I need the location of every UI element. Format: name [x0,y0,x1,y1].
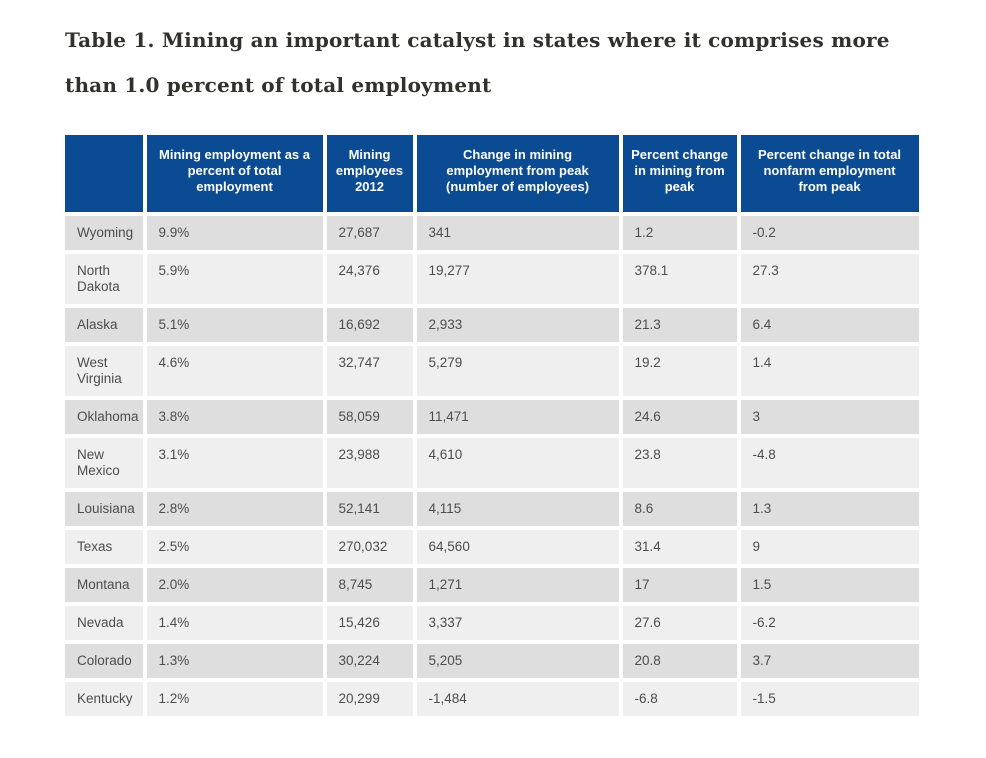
header-cell: Mining employees 2012 [326,135,413,212]
value-cell: 5,205 [416,644,619,678]
table-row: North Dakota 5.9% 24,376 19,277 378.1 27.3 [65,254,919,304]
value-cell: 8,745 [326,568,413,602]
page-title: Table 1. Mining an important catalyst in… [65,28,890,97]
table-row: Louisiana 2.8% 52,141 4,115 8.6 1.3 [65,492,919,526]
value-cell: 58,059 [326,400,413,434]
value-cell: 3.8% [146,400,323,434]
value-cell: 2.0% [146,568,323,602]
value-cell: 1.2% [146,682,323,716]
value-cell: -1,484 [416,682,619,716]
table-header: Mining employment as a percent of total … [65,135,919,212]
state-cell: Texas [65,530,143,564]
value-cell: 4.6% [146,346,323,396]
value-cell: 64,560 [416,530,619,564]
value-cell: 27,687 [326,216,413,250]
value-cell: 1.4 [740,346,919,396]
header-cell: Percent change in mining from peak [622,135,737,212]
value-cell: 378.1 [622,254,737,304]
value-cell: 8.6 [622,492,737,526]
value-cell: 24.6 [622,400,737,434]
value-cell: 9 [740,530,919,564]
state-cell: Kentucky [65,682,143,716]
value-cell: 20,299 [326,682,413,716]
value-cell: 2.8% [146,492,323,526]
state-cell: Oklahoma [65,400,143,434]
value-cell: 1.2 [622,216,737,250]
value-cell: -6.8 [622,682,737,716]
value-cell: 341 [416,216,619,250]
header-cell: Percent change in total nonfarm employme… [740,135,919,212]
state-cell: Montana [65,568,143,602]
value-cell: 19.2 [622,346,737,396]
value-cell: 23.8 [622,438,737,488]
value-cell: 19,277 [416,254,619,304]
value-cell: 15,426 [326,606,413,640]
value-cell: 17 [622,568,737,602]
value-cell: -0.2 [740,216,919,250]
employment-table: Mining employment as a percent of total … [61,131,923,720]
table-row: Colorado 1.3% 30,224 5,205 20.8 3.7 [65,644,919,678]
header-cell: Change in mining employment from peak (n… [416,135,619,212]
table-row: Nevada 1.4% 15,426 3,337 27.6 -6.2 [65,606,919,640]
table-body: Wyoming 9.9% 27,687 341 1.2 -0.2 North Dakota 5… [65,216,919,716]
value-cell: 5.9% [146,254,323,304]
state-cell: Wyoming [65,216,143,250]
table-row: West Virginia 4.6% 32,747 5,279 19.2 1.4 [65,346,919,396]
table-row: Kentucky 1.2% 20,299 -1,484 -6.8 -1.5 [65,682,919,716]
value-cell: 27.3 [740,254,919,304]
value-cell: 3.1% [146,438,323,488]
value-cell: 3.7 [740,644,919,678]
value-cell: 24,376 [326,254,413,304]
table-row: Montana 2.0% 8,745 1,271 17 1.5 [65,568,919,602]
value-cell: 3 [740,400,919,434]
value-cell: 30,224 [326,644,413,678]
value-cell: -4.8 [740,438,919,488]
state-cell: West Virginia [65,346,143,396]
value-cell: 2,933 [416,308,619,342]
state-cell: North Dakota [65,254,143,304]
state-cell: Colorado [65,644,143,678]
header-cell-empty [65,135,143,212]
value-cell: 1.3% [146,644,323,678]
state-cell: Louisiana [65,492,143,526]
value-cell: 6.4 [740,308,919,342]
value-cell: 5,279 [416,346,619,396]
value-cell: 16,692 [326,308,413,342]
header-cell: Mining employment as a percent of total … [146,135,323,212]
value-cell: 270,032 [326,530,413,564]
value-cell: 21.3 [622,308,737,342]
value-cell: 32,747 [326,346,413,396]
value-cell: 4,610 [416,438,619,488]
table-row: Wyoming 9.9% 27,687 341 1.2 -0.2 [65,216,919,250]
table-row: New Mexico 3.1% 23,988 4,610 23.8 -4.8 [65,438,919,488]
value-cell: 3,337 [416,606,619,640]
value-cell: 52,141 [326,492,413,526]
value-cell: 11,471 [416,400,619,434]
value-cell: 2.5% [146,530,323,564]
value-cell: 9.9% [146,216,323,250]
value-cell: -1.5 [740,682,919,716]
table-row: Alaska 5.1% 16,692 2,933 21.3 6.4 [65,308,919,342]
value-cell: 31.4 [622,530,737,564]
value-cell: 1.5 [740,568,919,602]
state-cell: Alaska [65,308,143,342]
table-row: Texas 2.5% 270,032 64,560 31.4 9 [65,530,919,564]
value-cell: 23,988 [326,438,413,488]
value-cell: 27.6 [622,606,737,640]
value-cell: -6.2 [740,606,919,640]
value-cell: 4,115 [416,492,619,526]
state-cell: Nevada [65,606,143,640]
value-cell: 1,271 [416,568,619,602]
header-row: Mining employment as a percent of total … [65,135,919,212]
value-cell: 1.4% [146,606,323,640]
value-cell: 20.8 [622,644,737,678]
value-cell: 5.1% [146,308,323,342]
table-row: Oklahoma 3.8% 58,059 11,471 24.6 3 [65,400,919,434]
value-cell: 1.3 [740,492,919,526]
state-cell: New Mexico [65,438,143,488]
page: Table 1. Mining an important catalyst in… [61,28,923,720]
